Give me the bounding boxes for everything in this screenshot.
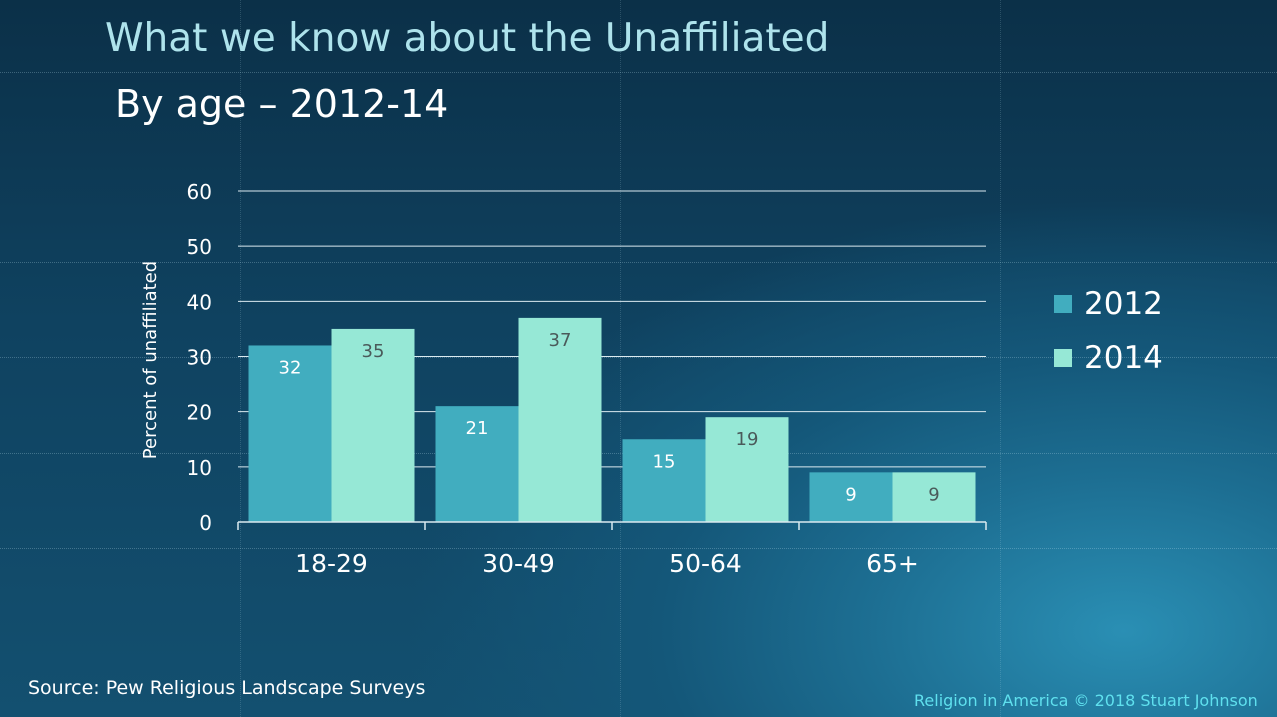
y-axis-title: Percent of unaffiliated [140, 261, 161, 459]
legend-swatch-2014 [1054, 349, 1072, 367]
legend-item-2012: 2012 [1054, 286, 1163, 322]
bar-2012-50-64 [622, 439, 706, 522]
bar-2012-18-29 [248, 345, 332, 522]
copyright-credit: Religion in America © 2018 Stuart Johnso… [914, 691, 1258, 710]
background-guide-line [1000, 0, 1001, 717]
slide-subtitle: By age – 2012-14 [115, 82, 449, 126]
data-label: 15 [653, 451, 676, 472]
y-tick-label: 20 [187, 401, 212, 425]
y-tick-label: 0 [199, 511, 212, 535]
data-label: 35 [362, 341, 385, 362]
y-tick-label: 50 [187, 235, 212, 259]
x-tick-label: 30-49 [482, 549, 555, 578]
source-note: Source: Pew Religious Landscape Surveys [28, 677, 426, 699]
x-tick-label: 18-29 [295, 549, 368, 578]
background-guide-line [0, 548, 1277, 549]
data-label: 37 [549, 330, 572, 351]
bar-2014-30-49 [518, 317, 602, 522]
y-tick-label: 30 [187, 346, 212, 370]
background-guide-line [620, 0, 621, 717]
y-tick-label: 10 [187, 456, 212, 480]
data-label: 21 [466, 418, 489, 439]
background-guide-line [0, 72, 1277, 73]
data-label: 9 [845, 484, 856, 505]
legend-label-2012: 2012 [1084, 286, 1163, 322]
background-guide-line [0, 262, 1277, 263]
x-tick-label: 50-64 [669, 549, 742, 578]
legend-item-2014: 2014 [1054, 340, 1163, 376]
legend-swatch-2012 [1054, 295, 1072, 313]
bar-2014-50-64 [705, 417, 789, 522]
background-guide-line [240, 0, 241, 717]
y-tick-label: 40 [187, 290, 212, 314]
data-label: 19 [736, 429, 759, 450]
bar-2014-65+ [892, 472, 976, 522]
bar-2014-18-29 [331, 328, 415, 522]
y-tick-label: 60 [187, 180, 212, 204]
bar-2012-65+ [809, 472, 893, 522]
bar-2012-30-49 [435, 406, 519, 522]
slide-title: What we know about the Unaffiliated [105, 16, 830, 61]
x-tick-label: 65+ [866, 549, 919, 578]
legend-label-2014: 2014 [1084, 340, 1163, 376]
background-guide-line [0, 357, 1277, 358]
data-label: 9 [928, 484, 939, 505]
data-label: 32 [279, 357, 302, 378]
